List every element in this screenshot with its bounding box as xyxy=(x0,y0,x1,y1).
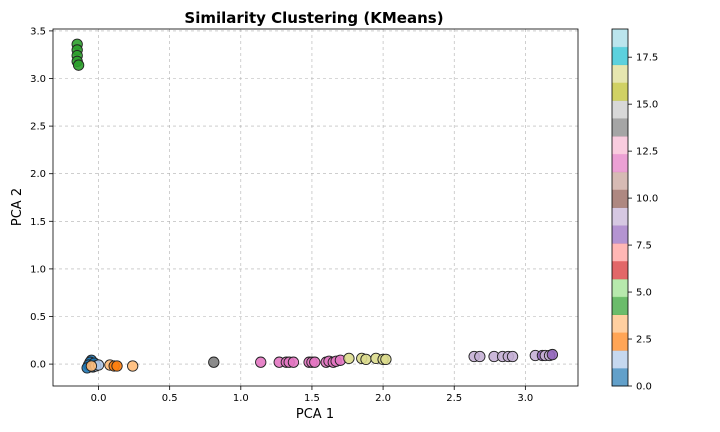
colorbar-segment xyxy=(612,171,628,191)
data-point xyxy=(380,353,392,365)
colorbar-segment xyxy=(612,118,628,137)
colorbar-segment xyxy=(612,368,628,387)
data-point xyxy=(255,356,267,368)
data-point xyxy=(546,348,559,361)
colorbar-segment xyxy=(612,314,628,333)
colorbar-segment xyxy=(612,46,628,66)
x-tick-label: 1.5 xyxy=(304,393,320,404)
data-point xyxy=(208,356,220,368)
colorbar-segment xyxy=(612,278,628,298)
data-point xyxy=(85,360,98,372)
colorbar-frame xyxy=(611,28,629,387)
colorbar-tick-label: 2.5 xyxy=(636,335,652,346)
colorbar-segment xyxy=(612,100,628,119)
y-tick-label: 1.5 xyxy=(30,217,46,228)
colorbar-segment xyxy=(612,261,628,280)
x-tick-label: 2.0 xyxy=(375,393,391,404)
colorbar-tick-label: 10.0 xyxy=(636,194,658,205)
grid xyxy=(53,29,578,386)
x-tick-label: 1.0 xyxy=(233,393,249,404)
data-point xyxy=(287,356,300,368)
axis-ticks: 0.0 0.5 1.0 1.5 2.0 2.5 3.0 0.0 0.5 1.0 1.5 2.0 2.5 3… xyxy=(30,26,533,404)
colorbar-segment xyxy=(612,64,628,83)
colorbar-segment xyxy=(612,153,628,173)
plot-frame xyxy=(52,28,579,387)
y-tick-label: 0.0 xyxy=(30,360,46,371)
colorbar-segment xyxy=(612,82,628,101)
colorbar-segment xyxy=(612,332,628,351)
x-tick-label: 0.0 xyxy=(91,393,107,404)
colorbar-tick-label: 15.0 xyxy=(636,100,658,111)
colorbar-segment xyxy=(612,29,628,48)
colorbar: 0.0 2.5 5.0 7.5 10.0 12.5 15.0 17.5 xyxy=(611,28,658,393)
colorbar-tick-label: 17.5 xyxy=(636,53,658,64)
chart-title: Similarity Clustering (KMeans) xyxy=(184,9,443,27)
data-points xyxy=(71,38,559,374)
y-axis-label: PCA 2 xyxy=(10,188,25,226)
y-tick-label: 3.0 xyxy=(30,74,46,85)
colorbar-tick-label: 7.5 xyxy=(636,241,652,252)
data-point xyxy=(474,350,486,363)
x-tick-label: 0.5 xyxy=(162,393,178,404)
colorbar-segment xyxy=(612,350,628,369)
data-point xyxy=(343,352,355,365)
colorbar-tick-label: 12.5 xyxy=(636,147,658,158)
y-tick-label: 0.5 xyxy=(30,312,46,323)
x-axis-label: PCA 1 xyxy=(296,407,334,422)
colorbar-segment xyxy=(612,243,628,262)
data-point xyxy=(360,353,372,365)
data-point xyxy=(309,356,321,368)
x-tick-label: 2.5 xyxy=(446,393,462,404)
colorbar-segment xyxy=(612,296,628,315)
data-point xyxy=(72,59,85,71)
colorbar-tick-label: 0.0 xyxy=(636,382,652,393)
x-tick-label: 3.0 xyxy=(517,393,533,404)
data-point xyxy=(506,350,519,363)
colorbar-segment xyxy=(612,136,628,155)
y-tick-label: 2.5 xyxy=(30,122,46,133)
colorbar-segment xyxy=(612,189,628,208)
colorbar-segment xyxy=(612,207,628,226)
colorbar-tick-label: 5.0 xyxy=(636,288,652,299)
y-tick-label: 1.0 xyxy=(30,264,46,275)
data-point xyxy=(127,360,139,372)
y-tick-label: 3.5 xyxy=(30,26,46,37)
data-point xyxy=(111,360,123,372)
colorbar-segment xyxy=(612,225,628,244)
y-tick-label: 2.0 xyxy=(30,169,46,180)
